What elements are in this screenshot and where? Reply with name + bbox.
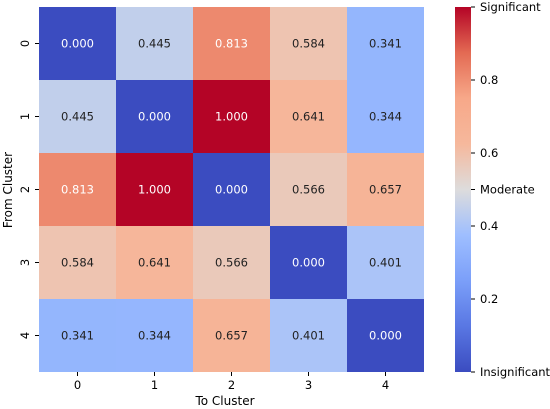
x-axis-ticks: 0 1 2 3 4 (74, 372, 389, 392)
heatmap-cell (270, 299, 347, 372)
heatmap-cell (193, 80, 270, 153)
heatmap-cell (347, 7, 424, 80)
heatmap-cell-value: 0.584 (61, 256, 94, 270)
heatmap-cell-value: 0.566 (215, 256, 248, 270)
heatmap-cell (39, 153, 116, 226)
heatmap-cell (39, 7, 116, 80)
x-tick-label: 3 (305, 378, 312, 392)
colorbar-tick-label: 0.6 (480, 146, 498, 160)
heatmap-cell-value: 0.000 (61, 37, 94, 51)
heatmap-cell (270, 226, 347, 299)
heatmap-cell (193, 153, 270, 226)
heatmap-cell (193, 299, 270, 372)
heatmap-cell-value: 0.000 (369, 329, 402, 343)
heatmap-cell-value: 0.401 (369, 256, 402, 270)
colorbar-tick-label: 0.4 (480, 219, 498, 233)
heatmap-cell-value: 0.657 (215, 329, 248, 343)
y-tick-label: 1 (18, 113, 32, 120)
colorbar-tick-label: 0.8 (480, 73, 498, 87)
colorbar-tick-label: 0.2 (480, 292, 498, 306)
heatmap-cell (39, 80, 116, 153)
heatmap-cell-value: 0.000 (215, 183, 248, 197)
heatmap-cell-value: 0.813 (61, 183, 94, 197)
y-tick-label: 0 (18, 40, 32, 47)
x-tick-label: 2 (228, 378, 235, 392)
heatmap-cell-value: 0.341 (369, 37, 402, 51)
colorbar-tick-label: Insignificant (480, 365, 550, 379)
heatmap-cell (270, 7, 347, 80)
heatmap-cell (270, 80, 347, 153)
heatmap-cell-labels: 0.000 0.445 0.813 0.584 0.341 0.445 0.000 1.000… (61, 37, 402, 343)
colorbar-tick-label: Significant (480, 0, 541, 14)
heatmap-cell (116, 226, 193, 299)
heatmap-cell (270, 153, 347, 226)
heatmap-cell-value: 0.566 (292, 183, 325, 197)
y-axis-ticks: 0 1 2 3 4 (18, 40, 39, 339)
heatmap-cell-value: 0.584 (292, 37, 325, 51)
heatmap-cell-value: 0.657 (369, 183, 402, 197)
heatmap-cell (116, 7, 193, 80)
heatmap-cell-value: 0.344 (369, 110, 402, 124)
heatmap-cell (193, 7, 270, 80)
colorbar-ticks: Significant 0.8 0.6 Moderate 0.4 0.2 Insignifi… (471, 0, 550, 379)
heatmap-cell (347, 153, 424, 226)
x-axis-label: To Cluster (194, 394, 254, 408)
y-tick-label: 4 (18, 332, 32, 339)
heatmap-cell-value: 0.445 (138, 37, 171, 51)
heatmap-cell-value: 1.000 (138, 183, 171, 197)
heatmap-cell-value: 0.344 (138, 329, 171, 343)
heatmap-cell-value: 0.445 (61, 110, 94, 124)
x-tick-label: 0 (74, 378, 81, 392)
heatmap-cell (193, 226, 270, 299)
colorbar (455, 7, 471, 372)
heatmap-cell (116, 299, 193, 372)
heatmap-cell-value: 0.401 (292, 329, 325, 343)
x-tick-label: 4 (382, 378, 389, 392)
heatmap-cell (39, 299, 116, 372)
heatmap-cell (347, 80, 424, 153)
x-tick-label: 1 (151, 378, 158, 392)
heatmap-cells (39, 7, 424, 372)
heatmap-cell-value: 0.813 (215, 37, 248, 51)
heatmap-cell (39, 226, 116, 299)
y-axis-label: From Cluster (1, 152, 15, 228)
heatmap-cell (116, 153, 193, 226)
heatmap-cell (116, 80, 193, 153)
colorbar-tick-label: Moderate (480, 183, 535, 197)
heatmap-cell-value: 0.641 (292, 110, 325, 124)
heatmap-cell-value: 0.341 (61, 329, 94, 343)
y-tick-label: 3 (18, 259, 32, 266)
heatmap-cell (347, 299, 424, 372)
heatmap-cell-value: 0.641 (138, 256, 171, 270)
heatmap-cell-value: 0.000 (138, 110, 171, 124)
heatmap-cell-value: 1.000 (215, 110, 248, 124)
heatmap-cell-value: 0.000 (292, 256, 325, 270)
heatmap-cell (347, 226, 424, 299)
y-tick-label: 2 (18, 186, 32, 193)
